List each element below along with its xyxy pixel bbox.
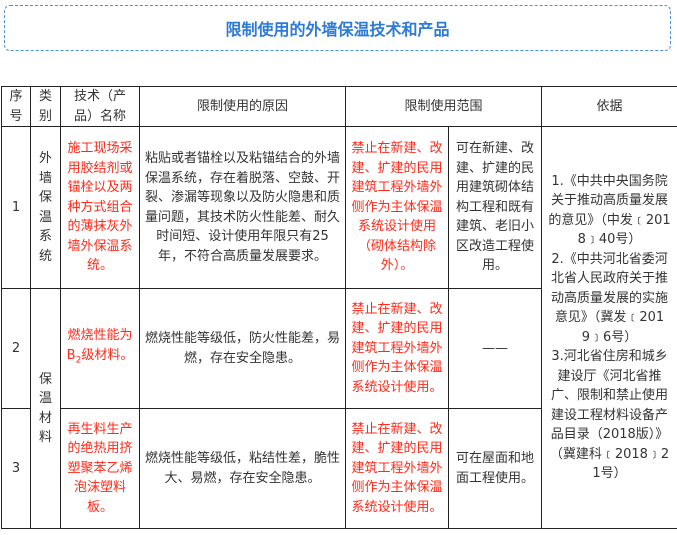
cell-scope-prohibit: 禁止在新建、改建、扩建的民用建筑工程外墙外侧作为主体保温系统设计使用。 (345, 288, 449, 409)
cell-tech: 再生料生产的绝热用挤塑聚苯乙烯泡沫塑料板。 (60, 408, 140, 529)
cell-category: 保温材料 (30, 288, 61, 529)
cell-scope-allow: —— (447, 288, 543, 409)
cell-scope-prohibit: 禁止在新建、改建、扩建的民用建筑工程外墙外侧作为主体保温系统设计使用（砌体结构除… (345, 126, 449, 289)
cell-category: 外墙保温系统 (30, 126, 61, 289)
header-scope: 限制使用范围 (344, 86, 543, 127)
cell-seq: 3 (1, 408, 31, 529)
cell-tech: 施工现场采用胶结剂或锚栓以及两种方式组合的薄抹灰外墙外保温系统。 (60, 126, 140, 289)
tech-text: 燃烧性能为B (66, 328, 133, 363)
title-box: 限制使用的外墙保温技术和产品 (4, 5, 671, 51)
table-row: 1 外墙保温系统 施工现场采用胶结剂或锚栓以及两种方式组合的薄抹灰外墙外保温系统… (1, 126, 677, 529)
header-category: 类别 (30, 86, 61, 127)
cell-basis: 1.《中共中央国务院关于推动高质量发展的意见》（中发﹝2018﹞40号） 2.《… (541, 126, 677, 529)
cell-scope-prohibit: 禁止在新建、改建、扩建的民用建筑工程外墙外侧作为主体保温系统设计使用。 (345, 408, 449, 529)
header-seq: 序号 (1, 86, 31, 127)
tech-text: 级材料。 (81, 347, 134, 363)
tech-subscript: 2 (75, 355, 82, 366)
cell-scope-allow: 可在新建、改建、扩建的民用建筑砌体结构工程和既有建筑、老旧小区改造工程使用。 (447, 126, 543, 289)
header-basis: 依据 (541, 86, 677, 127)
page-title: 限制使用的外墙保温技术和产品 (225, 20, 450, 39)
table-row: 3 再生料生产的绝热用挤塑聚苯乙烯泡沫塑料板。 燃烧性能等级低，粘结性差，脆性大… (1, 408, 677, 529)
cell-seq: 2 (1, 288, 31, 409)
basis-item: 3.河北省住房和城乡建设厅《河北省推广、限制和禁止使用建设工程材料设备产品目录（… (549, 349, 670, 481)
basis-item: 2.《中共河北省委河北省人民政府关于推动高质量发展的实施意见》（冀发﹝2019﹞… (551, 251, 669, 345)
table-header-row: 序号 类别 技术（产品）名称 限制使用的原因 限制使用范围 依据 (1, 86, 677, 127)
restriction-table: 序号 类别 技术（产品）名称 限制使用的原因 限制使用范围 依据 1 外墙保温系… (1, 86, 677, 529)
cell-reason: 燃烧性能等级低，粘结性差，脆性大、易燃，存在安全隐患。 (139, 408, 346, 529)
basis-item: 1.《中共中央国务院关于推动高质量发展的意见》（中发﹝2018﹞40号） (548, 173, 671, 248)
cell-seq: 1 (1, 126, 31, 289)
header-tech: 技术（产品）名称 (60, 86, 140, 127)
cell-tech: 燃烧性能为B2级材料。 (60, 288, 140, 409)
cell-reason: 粘贴或者锚栓以及粘锚结合的外墙保温系统，存在着脱落、空鼓、开裂、渗漏等现象以及防… (139, 126, 346, 289)
cell-scope-allow: 可在屋面和地面工程使用。 (447, 408, 543, 529)
cell-reason: 燃烧性能等级低，防火性能差，易燃，存在安全隐患。 (139, 288, 346, 409)
header-reason: 限制使用的原因 (139, 86, 346, 127)
